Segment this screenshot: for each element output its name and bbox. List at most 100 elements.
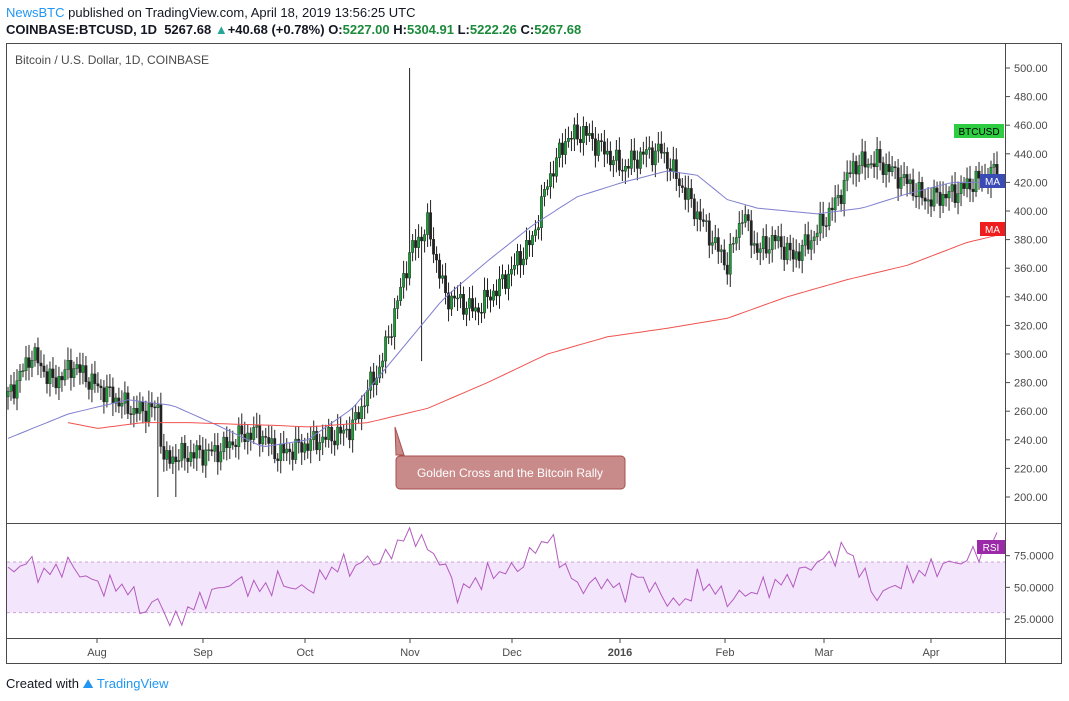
price-tick-label: 500.00 (1014, 63, 1048, 75)
candle-body (228, 441, 232, 449)
open-label: O: (328, 22, 343, 37)
candle-body (525, 240, 528, 260)
candle-body (408, 252, 411, 279)
candle-body (591, 133, 594, 139)
candle-body (600, 140, 603, 142)
candle-body (513, 264, 516, 270)
candle-body (638, 151, 642, 169)
candle-body (911, 179, 915, 197)
candle-body (390, 336, 394, 338)
candle-body (471, 298, 474, 312)
candle-body (495, 290, 498, 297)
candle-body (363, 405, 367, 408)
candle-body (492, 290, 495, 301)
time-tick-label: 2016 (608, 647, 632, 659)
candle-body (944, 194, 948, 199)
high-value: 5304.91 (406, 22, 454, 37)
candle-body (282, 443, 286, 454)
candle-body (887, 164, 891, 172)
candle-body (821, 214, 825, 226)
candle-body (516, 251, 519, 266)
ma-long-label: MA (985, 225, 1000, 236)
candle-body (255, 425, 259, 428)
candle-body (174, 456, 178, 463)
candle-body (483, 289, 486, 314)
candle-body (617, 149, 621, 171)
time-tick-label: Oct (296, 647, 313, 659)
candle-body (725, 264, 729, 275)
close-value: 5267.68 (534, 22, 582, 37)
candle-body (534, 229, 537, 236)
rsi-label: RSI (983, 543, 1000, 554)
btcusd-label: BTCUSD (958, 127, 999, 138)
candle-body (252, 427, 256, 440)
candle-body (644, 149, 648, 155)
rsi-tick-label: 50.0000 (1014, 582, 1054, 594)
candle-body (162, 446, 166, 460)
candle-body (788, 242, 792, 251)
candle-body (63, 369, 67, 381)
candle-body (908, 179, 912, 184)
candle-body (360, 406, 364, 420)
candle-body (881, 162, 885, 175)
candle-body (956, 193, 960, 203)
time-tick-label: Aug (87, 647, 107, 659)
candle-body (932, 187, 936, 207)
chart-frame[interactable]: Bitcoin / U.S. Dollar, 1D, COINBASE 500.… (6, 43, 1062, 664)
right-labels: BTCUSD MA MA RSI (954, 124, 1005, 554)
candle-body (576, 124, 579, 140)
candle-body (740, 222, 744, 224)
candle-body (626, 166, 630, 169)
candle-body (147, 403, 151, 422)
publisher-brand[interactable]: NewsBTC (6, 5, 65, 20)
candle-body (477, 307, 480, 313)
candle-body (977, 170, 981, 179)
candle-body (923, 197, 927, 202)
low-label: L: (457, 22, 470, 37)
ohlc-line: COINBASE:BTCUSD, 1D 5267.68 ▲+40.68 (+0.… (6, 22, 581, 37)
candle-body (348, 428, 352, 441)
candle-body (411, 240, 414, 253)
candle-body (839, 195, 843, 204)
candle-body (965, 178, 969, 189)
candle-body (659, 143, 663, 154)
tradingview-link[interactable]: TradingView (96, 676, 169, 691)
candle-body (192, 452, 196, 459)
price-tick-label: 320.00 (1014, 320, 1048, 332)
candle-body (39, 362, 43, 367)
candle-body (764, 236, 768, 254)
candle-body (680, 185, 684, 188)
candle-body (93, 373, 97, 384)
rsi-band (7, 562, 1005, 613)
candle-body (875, 149, 879, 168)
candle-body (444, 275, 447, 294)
candle-body (264, 436, 268, 438)
chart-border (6, 43, 1062, 664)
candle-body (570, 138, 573, 140)
price-tick-label: 480.00 (1014, 92, 1048, 104)
price-tick-label: 240.00 (1014, 435, 1048, 447)
candle-body (938, 192, 942, 206)
candle-body (405, 273, 408, 279)
candle-body (537, 227, 540, 231)
candle-body (480, 312, 483, 314)
candle-body (890, 166, 894, 172)
candle-body (552, 173, 555, 177)
footer: Created with ⛰ TradingView (6, 676, 168, 692)
price-chart[interactable]: Bitcoin / U.S. Dollar, 1D, COINBASE 500.… (6, 43, 1062, 664)
candle-body (971, 188, 975, 192)
candle-body (291, 451, 295, 460)
candle-body (686, 188, 690, 200)
candle-body (324, 436, 328, 440)
candle-body (42, 365, 46, 372)
candle-body (393, 308, 397, 337)
candle-body (354, 412, 358, 421)
candle-body (105, 386, 109, 403)
close-label: C: (520, 22, 535, 37)
candle-body (743, 214, 747, 223)
candle-body (773, 235, 777, 242)
candle-body (827, 207, 831, 227)
candle-body (300, 442, 304, 453)
price-axis: 500.00 480.00 460.00 440.00 420.00 400.00 380.… (1005, 63, 1048, 504)
candle-body (653, 150, 657, 166)
